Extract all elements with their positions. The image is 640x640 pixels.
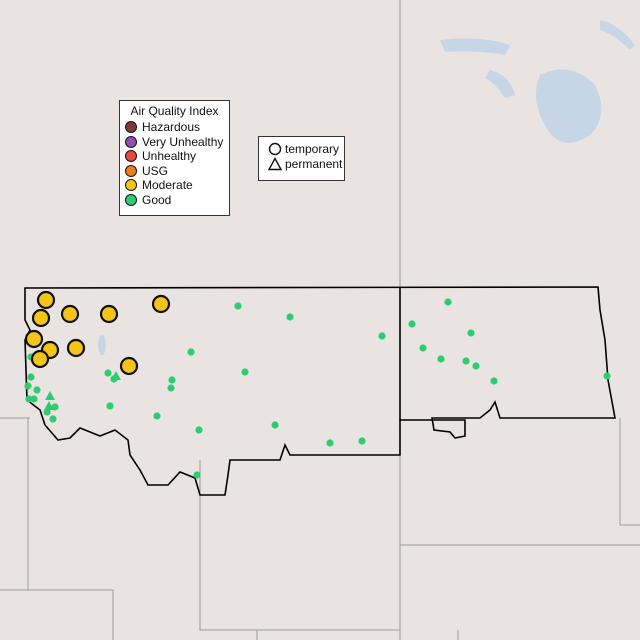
- marker-good-temporary[interactable]: [49, 415, 57, 423]
- marker-good-temporary[interactable]: [43, 408, 51, 416]
- marker-good-temporary[interactable]: [187, 348, 195, 356]
- marker-good-permanent[interactable]: [111, 371, 121, 380]
- legend-label: Good: [142, 192, 172, 207]
- marker-good-temporary[interactable]: [467, 329, 475, 337]
- marker-moderate-temporary[interactable]: [30, 349, 50, 369]
- legend-item-permanent: permanent: [259, 157, 344, 172]
- marker-moderate-temporary[interactable]: [24, 329, 44, 349]
- marker-good-temporary[interactable]: [104, 369, 112, 377]
- marker-moderate-temporary[interactable]: [151, 294, 171, 314]
- marker-good-temporary[interactable]: [286, 313, 294, 321]
- marker-moderate-temporary[interactable]: [119, 356, 139, 376]
- region-outline: [24, 286, 616, 496]
- legend-item-hazardous: Hazardous: [120, 120, 229, 135]
- marker-moderate-temporary[interactable]: [60, 304, 80, 324]
- legend-label: Unhealthy: [142, 149, 197, 164]
- water-bodies: [98, 20, 635, 355]
- legend-label: Hazardous: [142, 120, 201, 135]
- legend-label: permanent: [285, 156, 343, 171]
- marker-good-temporary[interactable]: [271, 421, 279, 429]
- legend-item-moderate: Moderate: [120, 178, 229, 193]
- marker-good-temporary[interactable]: [168, 376, 176, 384]
- monitor-markers: [24, 290, 611, 479]
- marker-good-permanent[interactable]: [44, 401, 54, 410]
- marker-good-temporary[interactable]: [30, 395, 38, 403]
- circle-icon: [125, 193, 137, 206]
- marker-good-temporary[interactable]: [195, 426, 203, 434]
- marker-good-temporary[interactable]: [234, 302, 242, 310]
- legend-label: Very Unhealthy: [142, 134, 224, 149]
- marker-moderate-temporary[interactable]: [36, 290, 56, 310]
- marker-good-temporary[interactable]: [490, 377, 498, 385]
- circle-icon: [125, 164, 137, 177]
- aqi-legend: Air Quality Index Hazardous Very Unhealth…: [119, 100, 230, 216]
- marker-good-temporary[interactable]: [437, 355, 445, 363]
- legend-item-temporary: temporary: [259, 142, 344, 157]
- legend-title: Air Quality Index: [130, 104, 219, 118]
- marker-good-temporary[interactable]: [241, 368, 249, 376]
- circle-icon: [125, 135, 137, 148]
- marker-good-temporary[interactable]: [444, 298, 452, 306]
- marker-moderate-temporary[interactable]: [99, 304, 119, 324]
- legend-label: Moderate: [142, 178, 193, 193]
- legend-label: USG: [142, 163, 169, 178]
- marker-good-temporary[interactable]: [326, 439, 334, 447]
- triangle-icon: [268, 156, 282, 170]
- marker-good-temporary[interactable]: [153, 412, 161, 420]
- marker-good-temporary[interactable]: [167, 384, 175, 392]
- legend-label: temporary: [285, 142, 340, 157]
- monitor-type-legend: temporary permanent: [258, 136, 345, 181]
- marker-good-temporary[interactable]: [358, 437, 366, 445]
- marker-moderate-temporary[interactable]: [66, 338, 86, 358]
- circle-icon: [268, 143, 282, 156]
- legend-item-usg: USG: [120, 164, 229, 179]
- marker-good-temporary[interactable]: [27, 373, 35, 381]
- legend-item-unhealthy: Unhealthy: [120, 149, 229, 164]
- legend-item-good: Good: [120, 193, 229, 208]
- marker-good-temporary[interactable]: [193, 471, 201, 479]
- marker-good-temporary[interactable]: [25, 395, 33, 403]
- circle-icon: [125, 179, 137, 192]
- legend-item-very-unhealthy: Very Unhealthy: [120, 135, 229, 150]
- marker-good-temporary[interactable]: [24, 382, 32, 390]
- marker-good-temporary[interactable]: [408, 320, 416, 328]
- circle-icon: [125, 121, 137, 134]
- marker-good-temporary[interactable]: [378, 332, 386, 340]
- marker-good-temporary[interactable]: [33, 386, 41, 394]
- marker-good-temporary[interactable]: [603, 372, 611, 380]
- marker-moderate-temporary[interactable]: [31, 308, 51, 328]
- marker-good-temporary[interactable]: [106, 402, 114, 410]
- marker-good-temporary[interactable]: [472, 362, 480, 370]
- marker-good-permanent[interactable]: [45, 391, 55, 400]
- marker-good-temporary[interactable]: [419, 344, 427, 352]
- circle-icon: [125, 150, 137, 163]
- marker-good-temporary[interactable]: [462, 357, 470, 365]
